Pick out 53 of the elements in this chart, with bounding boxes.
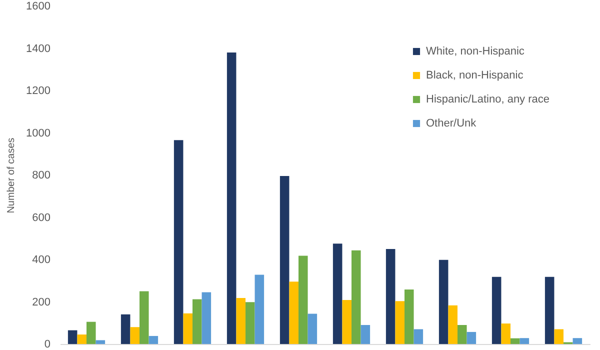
bar bbox=[183, 313, 192, 344]
y-tick-label: 0 bbox=[44, 338, 50, 350]
bar bbox=[77, 334, 86, 344]
bar bbox=[246, 302, 255, 344]
bar bbox=[510, 338, 520, 344]
bar bbox=[554, 329, 564, 344]
bar bbox=[492, 276, 502, 344]
bar bbox=[96, 340, 106, 344]
legend-label: Other/Unk bbox=[426, 118, 477, 130]
bar bbox=[86, 322, 96, 344]
bar bbox=[308, 314, 318, 344]
y-tick-label: 1400 bbox=[26, 42, 50, 55]
bar bbox=[544, 276, 554, 344]
bar bbox=[414, 329, 424, 344]
bar bbox=[501, 324, 510, 344]
bar bbox=[280, 176, 290, 344]
y-tick-label: 400 bbox=[32, 254, 50, 266]
legend-label: Black, non-Hispanic bbox=[426, 70, 524, 82]
bar bbox=[466, 332, 476, 344]
legend-label: Hispanic/Latino, any race bbox=[426, 94, 550, 106]
bar bbox=[192, 299, 202, 344]
bar bbox=[68, 330, 78, 344]
bar bbox=[520, 338, 530, 344]
bar bbox=[120, 314, 130, 344]
bar bbox=[148, 336, 158, 344]
bar bbox=[395, 301, 404, 344]
y-tick-label: 1600 bbox=[26, 0, 50, 12]
y-tick-label: 1000 bbox=[26, 127, 50, 140]
y-tick-label: 600 bbox=[32, 212, 50, 224]
bar bbox=[386, 248, 396, 344]
y-tick-label: 800 bbox=[32, 170, 50, 182]
bar bbox=[130, 327, 140, 344]
bar bbox=[438, 260, 448, 344]
bar bbox=[202, 292, 212, 344]
y-axis-title: Number of cases bbox=[6, 138, 18, 214]
bar bbox=[448, 305, 458, 344]
bar bbox=[140, 291, 149, 344]
bar bbox=[572, 338, 582, 344]
bar bbox=[360, 324, 370, 344]
bar bbox=[226, 52, 236, 344]
bar bbox=[254, 274, 264, 344]
legend-label: White, non-Hispanic bbox=[426, 46, 525, 58]
y-tick-label: 200 bbox=[32, 296, 50, 308]
bar bbox=[404, 290, 414, 344]
bar bbox=[458, 324, 467, 344]
bar bbox=[289, 282, 298, 344]
bar bbox=[332, 244, 342, 344]
bar bbox=[174, 140, 184, 344]
bar bbox=[236, 298, 246, 344]
bar bbox=[352, 250, 361, 344]
bar bbox=[342, 300, 352, 344]
bar bbox=[298, 256, 308, 344]
y-tick-label: 1200 bbox=[26, 85, 50, 97]
